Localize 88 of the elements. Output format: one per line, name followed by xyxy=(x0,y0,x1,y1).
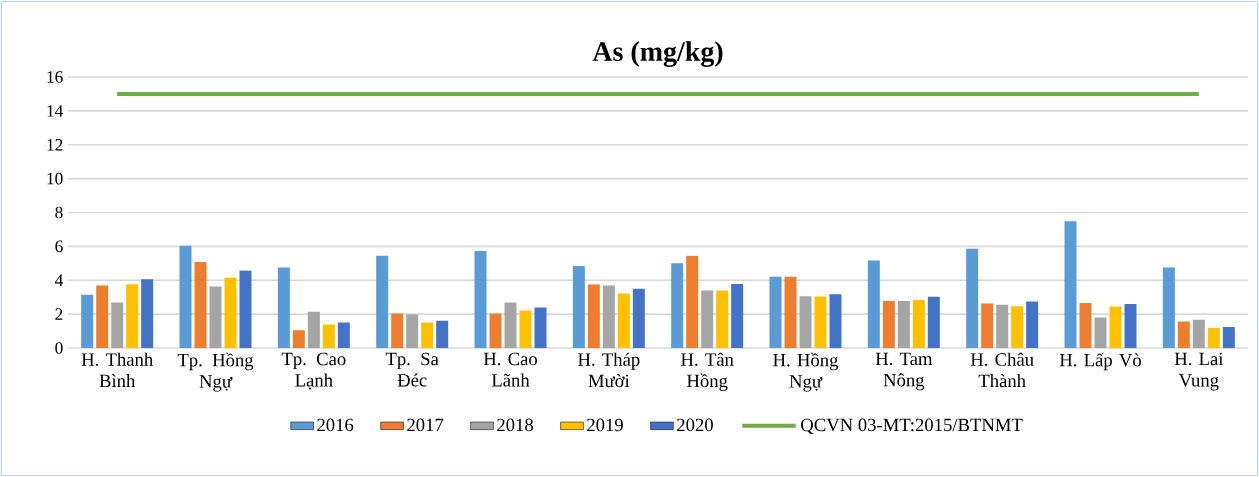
y-tick-label: 2 xyxy=(55,308,63,320)
x-tick-label: Tp. Sa Đéc xyxy=(385,352,439,387)
bar xyxy=(1026,301,1039,348)
bar xyxy=(504,302,517,348)
x-tick-label: H. Châu Thành xyxy=(970,352,1034,388)
bar xyxy=(1094,317,1107,348)
bar xyxy=(1162,267,1175,348)
bar xyxy=(996,304,1009,348)
bar xyxy=(1064,221,1077,348)
bar xyxy=(1109,306,1122,348)
bar xyxy=(194,261,207,348)
bar xyxy=(1177,321,1190,348)
y-tick-label: 6 xyxy=(55,240,63,253)
bar xyxy=(337,322,350,348)
bar xyxy=(474,250,487,348)
bar xyxy=(307,311,320,348)
bar xyxy=(1222,326,1235,348)
x-tick-label: Tp. Hồng Ngự xyxy=(177,352,254,392)
x-tick-label: H. Hồng Ngự xyxy=(773,352,839,392)
x-tick-label: H. Tam Nông xyxy=(875,352,933,391)
bar xyxy=(829,294,842,348)
y-tick-label: 8 xyxy=(55,206,63,219)
bar xyxy=(322,324,335,348)
legend-label: 2020 xyxy=(677,418,713,432)
bar xyxy=(111,302,124,348)
y-tick-label: 12 xyxy=(47,139,63,151)
bar xyxy=(912,299,925,348)
y-tick-label: 10 xyxy=(47,172,63,185)
bar xyxy=(981,303,994,348)
bar xyxy=(731,283,744,348)
bar xyxy=(784,276,797,348)
y-tick-label: 16 xyxy=(47,71,63,83)
x-tick-label: Tp. Cao Lạnh xyxy=(281,352,346,390)
x-tick-label: H. Tân Hồng xyxy=(681,352,734,392)
bar xyxy=(769,276,782,348)
bar xyxy=(1011,306,1024,348)
bar xyxy=(292,330,305,348)
bar xyxy=(1124,304,1137,348)
bar xyxy=(799,296,812,348)
bar xyxy=(632,288,645,348)
x-tick-label: H. Tháp Mười xyxy=(578,352,640,388)
x-tick-label: H. Lấp Vò xyxy=(1059,352,1141,371)
bar xyxy=(966,248,979,348)
bar xyxy=(81,294,94,348)
bar xyxy=(96,285,109,348)
bar xyxy=(376,255,389,348)
bar xyxy=(686,255,699,348)
x-tick-label: H. Thanh Bình xyxy=(81,352,153,388)
bar xyxy=(519,310,532,348)
bar xyxy=(617,293,630,348)
bar xyxy=(602,285,615,348)
legend-label: 2017 xyxy=(407,418,444,432)
bar xyxy=(489,313,502,348)
bar xyxy=(277,267,290,348)
bar xyxy=(239,270,252,348)
legend-label: QCVN 03-MT:2015/BTNMT xyxy=(801,418,1023,435)
bar xyxy=(421,322,434,348)
bar xyxy=(701,290,714,348)
bar xyxy=(1207,328,1220,348)
bar xyxy=(927,296,940,348)
bar xyxy=(436,320,449,348)
bar xyxy=(224,277,237,348)
bar xyxy=(534,307,547,348)
y-tick-label: 14 xyxy=(47,105,64,117)
bar xyxy=(209,286,222,348)
bar xyxy=(572,266,585,348)
bar xyxy=(587,284,600,348)
bar xyxy=(897,300,910,348)
bar xyxy=(391,313,404,348)
x-tick-label: H. Lai Vung xyxy=(1174,352,1224,391)
chart-title: As (mg/kg) xyxy=(592,41,723,67)
bar xyxy=(406,314,419,348)
bar xyxy=(126,284,139,348)
legend-label: 2019 xyxy=(587,418,623,432)
bar xyxy=(1192,319,1205,348)
y-tick-label: 4 xyxy=(54,274,64,286)
bar xyxy=(1079,303,1092,348)
legend-label: 2018 xyxy=(497,418,533,432)
bar xyxy=(671,263,684,348)
bar xyxy=(141,279,154,348)
bar xyxy=(716,290,729,348)
bar xyxy=(882,300,895,348)
bar xyxy=(179,245,192,348)
x-tick-label: H. Cao Lãnh xyxy=(483,352,537,387)
bar xyxy=(867,260,880,348)
legend-label: 2016 xyxy=(317,418,354,432)
y-tick-label: 0 xyxy=(55,342,63,354)
bar xyxy=(814,296,827,348)
